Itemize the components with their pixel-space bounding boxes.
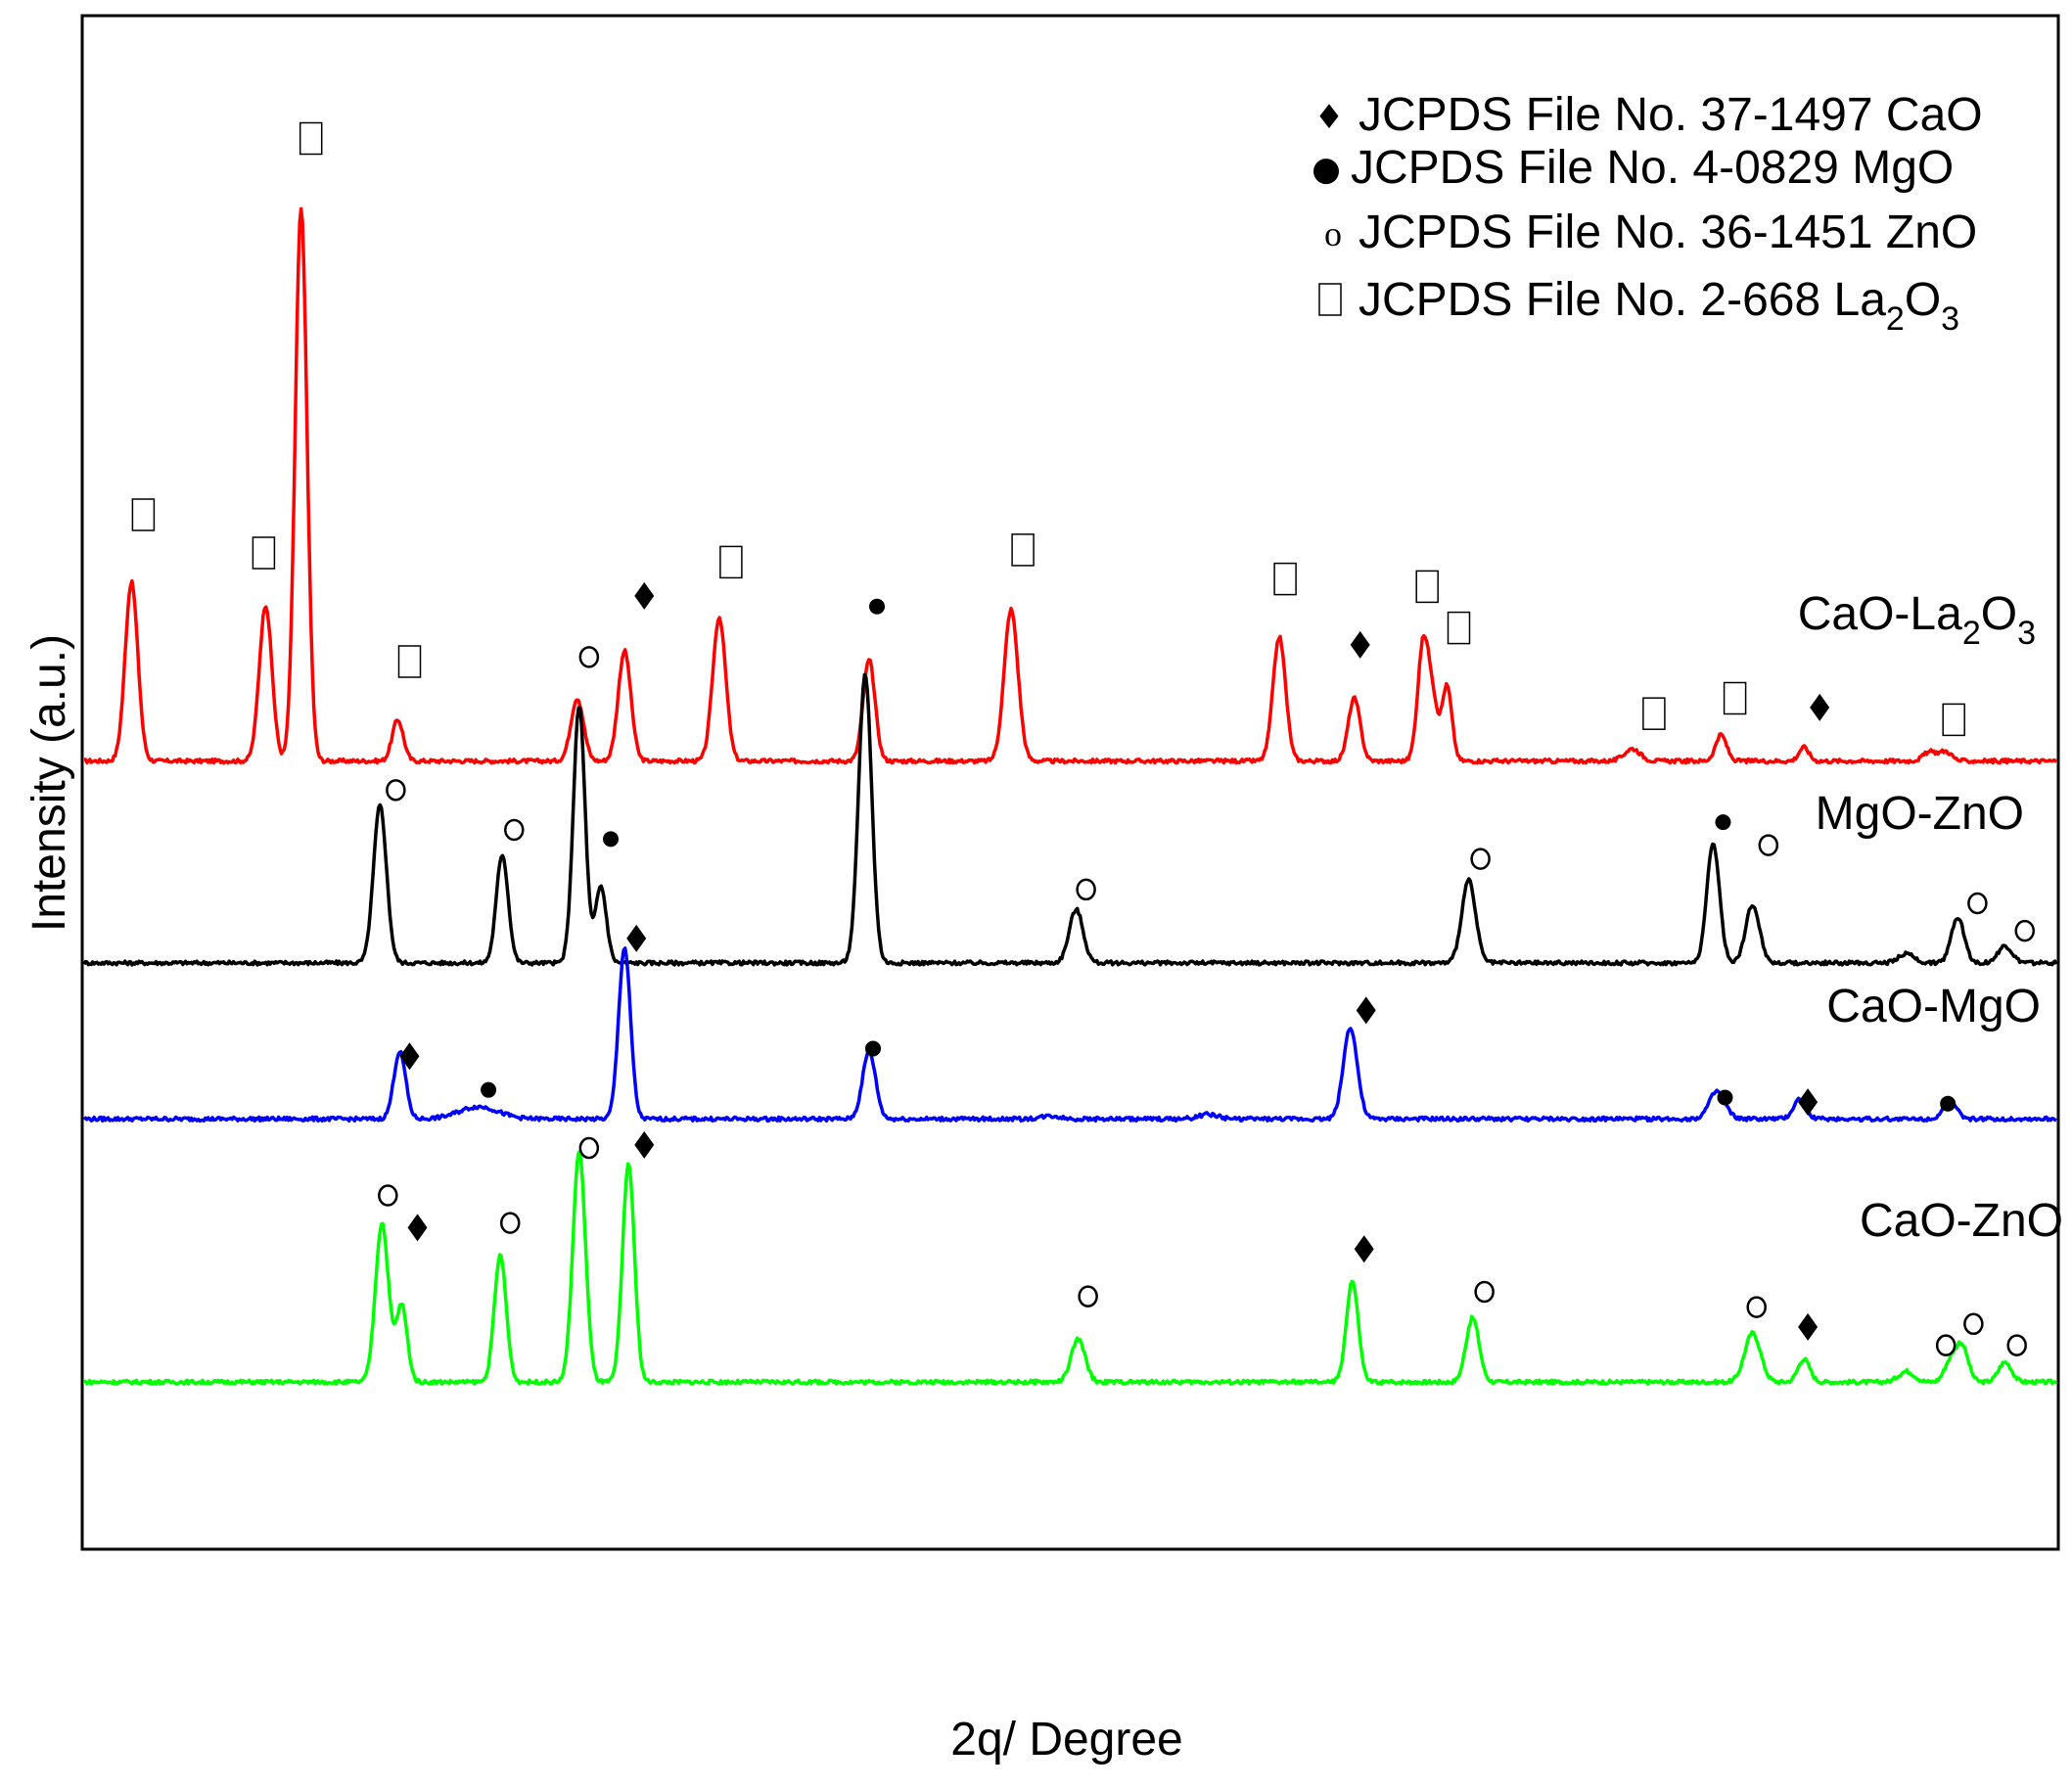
- zno-marker-icon: [1935, 1334, 1957, 1356]
- zno-marker-icon: [504, 818, 525, 842]
- zno-marker-icon: [1474, 1280, 1495, 1304]
- zno-marker-icon: [386, 779, 406, 802]
- zno-marker-icon: [1470, 848, 1491, 870]
- mgo-marker-icon: [481, 1081, 497, 1098]
- legend-entry-cao: JCPDS File No. 37-1497 CaO: [1358, 89, 1983, 141]
- zno-marker-icon: [378, 1184, 398, 1207]
- mgo-marker-icon: [603, 831, 620, 848]
- cao-marker-icon: [626, 924, 647, 952]
- series-label-cao-mgo: CaO-MgO: [1826, 981, 2041, 1032]
- series-line-2: [82, 672, 2058, 967]
- series-label-mgo-zno: MgO-ZnO: [1816, 788, 2024, 840]
- la2o3-marker-icon: [1415, 570, 1439, 604]
- y-axis-title: Intensity (a.u.): [23, 634, 75, 932]
- cao-marker-icon: [1356, 996, 1376, 1025]
- cao-marker-icon: [1798, 1312, 1819, 1341]
- series-line-4: [83, 1149, 2058, 1386]
- zno-marker-icon: [1963, 1312, 1984, 1336]
- la2o3-marker-icon: [252, 536, 276, 570]
- legend-entry-zno: JCPDS File No. 36-1451 ZnO: [1358, 206, 1977, 258]
- cao-marker-icon: [1810, 693, 1830, 721]
- la2o3-marker-icon: [397, 645, 422, 678]
- zno-marker-icon: [2006, 1334, 2027, 1356]
- legend-square-icon: [1318, 283, 1342, 316]
- cao-marker-icon: [1798, 1088, 1819, 1117]
- x-axis-title: 2q/ Degree: [950, 1714, 1183, 1766]
- legend-dot-icon: ●: [1312, 150, 1341, 189]
- la2o3-marker-icon: [299, 121, 323, 156]
- legend-entry-la2o3: JCPDS File No. 2-668 La2O3: [1358, 274, 1959, 338]
- series-label-cao-zno: CaO-ZnO: [1860, 1195, 2063, 1247]
- zno-marker-icon: [1758, 834, 1779, 856]
- mgo-marker-icon: [869, 598, 886, 615]
- cao-marker-icon: [407, 1214, 428, 1242]
- legend-diamond-icon: ♦: [1314, 98, 1344, 137]
- mgo-marker-icon: [1717, 1089, 1733, 1106]
- series-line-1: [83, 206, 2058, 765]
- la2o3-marker-icon: [1011, 533, 1035, 567]
- series-line-3: [82, 946, 2057, 1124]
- la2o3-marker-icon: [1447, 611, 1471, 645]
- la2o3-marker-icon: [1273, 562, 1297, 596]
- zno-marker-icon: [578, 1136, 600, 1160]
- legend-entry-mgo: JCPDS File No. 4-0829 MgO: [1351, 142, 1954, 194]
- mgo-marker-icon: [865, 1040, 881, 1057]
- marker-layer: [131, 121, 2036, 1356]
- mgo-marker-icon: [1940, 1095, 1957, 1112]
- cao-marker-icon: [1350, 630, 1370, 659]
- zno-marker-icon: [578, 646, 600, 668]
- la2o3-marker-icon: [1723, 681, 1747, 715]
- cao-marker-icon: [634, 1130, 655, 1159]
- series-layer: [82, 206, 2058, 1386]
- zno-marker-icon: [1078, 1285, 1098, 1307]
- zno-marker-icon: [1746, 1296, 1767, 1318]
- la2o3-marker-icon: [1942, 703, 1965, 737]
- cao-marker-icon: [634, 581, 655, 610]
- legend: ♦ JCPDS File No. 37-1497 CaO ● JCPDS Fil…: [1312, 89, 1982, 338]
- legend-open-circle-icon: o: [1324, 214, 1342, 253]
- la2o3-marker-icon: [719, 545, 743, 579]
- zno-marker-icon: [499, 1212, 521, 1234]
- zno-marker-icon: [1967, 892, 1988, 915]
- cao-marker-icon: [399, 1042, 420, 1071]
- la2o3-marker-icon: [131, 498, 156, 531]
- zno-marker-icon: [2014, 919, 2036, 942]
- series-label-cao-la2o3: CaO-La2O3: [1798, 588, 2036, 652]
- la2o3-marker-icon: [1642, 697, 1666, 730]
- plot-frame: [80, 14, 2060, 1551]
- mgo-marker-icon: [1715, 814, 1731, 831]
- zno-marker-icon: [1076, 878, 1096, 901]
- cao-marker-icon: [1354, 1235, 1374, 1263]
